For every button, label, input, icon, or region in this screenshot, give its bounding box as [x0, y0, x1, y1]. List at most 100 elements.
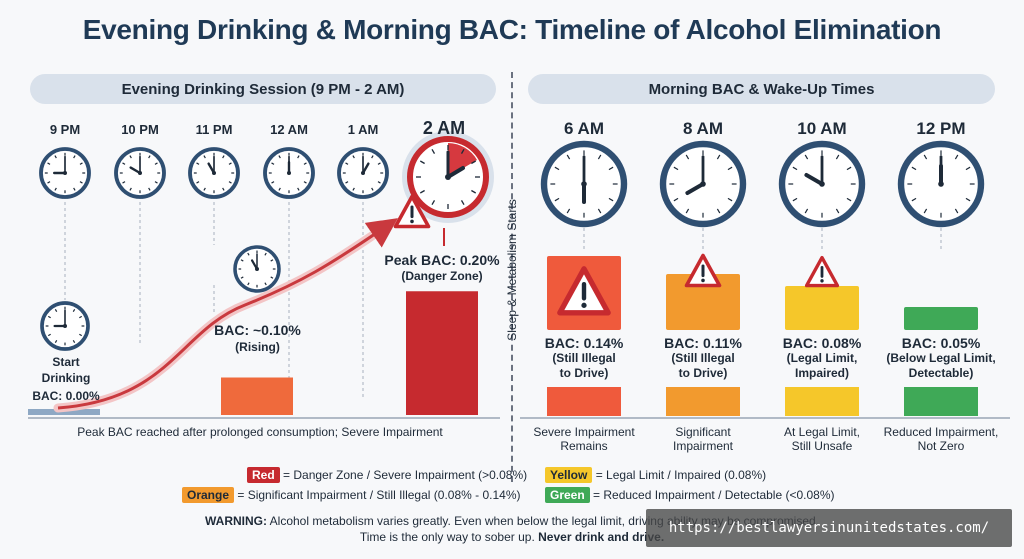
clock-6am-tick [608, 166, 614, 171]
clock-12pm-tick [965, 197, 971, 202]
clock-12pm-tick [923, 208, 928, 214]
clock-10pm-tick [122, 162, 126, 165]
desc2-8am: Impairment [672, 439, 734, 453]
warning-icon-8am-dot [701, 278, 705, 283]
url-watermark: https://bestlawyersinunitedstates.com/ [646, 509, 1012, 547]
clock-rising-tick [240, 276, 244, 279]
bac-note2-12pm: Detectable) [908, 366, 974, 380]
page-title: Evening Drinking & Morning BAC: Timeline… [82, 14, 942, 45]
clock-rising-tick [264, 252, 267, 256]
start-line2: Drinking [41, 371, 91, 385]
clock-10am-tick [792, 197, 798, 202]
evening-session-banner: Evening Drinking Session (9 PM - 2 AM) [30, 74, 496, 104]
clock-9pm-tick [79, 181, 83, 184]
clock-10am-tick [835, 154, 840, 160]
rising-note: (Rising) [235, 340, 280, 354]
clock-rising-tick [264, 282, 267, 286]
clock-12am-tick [278, 187, 281, 191]
clock-1am-tick [371, 155, 374, 159]
clock-10am-pin [819, 181, 825, 187]
clock-12am-pin [287, 171, 291, 175]
peak-bac-label: Peak BAC: 0.20% [384, 252, 500, 268]
legend-chip-red: Red [247, 467, 280, 483]
clock-8am-tick [673, 166, 679, 171]
clock-6am-tick [554, 166, 560, 171]
clock-start-tick [54, 340, 58, 344]
legend-red: Red = Danger Zone / Severe Impairment (>… [247, 467, 527, 483]
clock-12pm-tick [923, 154, 928, 160]
legend-text-orange: = Significant Impairment / Still Illegal… [237, 488, 521, 502]
legend-chip-green: Green [545, 487, 590, 503]
warning-icon-peak-dot [410, 219, 414, 224]
clock-10am-tick [846, 166, 852, 171]
time-label-8am: 8 AM [683, 119, 723, 138]
clock-start-tick [79, 333, 83, 337]
clock-rising-pin [255, 267, 259, 271]
warning-line2-bold: Never drink and drive. [538, 530, 665, 544]
clock-12am-tick [271, 162, 275, 165]
bac-note2-6am: to Drive) [559, 366, 609, 380]
clock-10am-tick [792, 166, 798, 171]
clock-start-tick [72, 340, 76, 344]
clock-1am-tick [345, 181, 349, 184]
clock-1am-tick [371, 187, 374, 191]
desc1-8am: Significant [675, 425, 731, 439]
clock-6am-tick [608, 197, 614, 202]
clock-1am-tick [352, 187, 355, 191]
morning-desc-10am: At Legal Limit, Still Unsafe [758, 425, 886, 453]
morning-bar-bottom [547, 387, 621, 416]
clock-8am-tick [685, 208, 690, 214]
desc1-10am: At Legal Limit, [783, 425, 861, 439]
clock-start-tick [54, 308, 58, 312]
time-label-6am: 6 AM [564, 119, 604, 138]
time-label-1am: 1 AM [347, 122, 379, 137]
morning-desc-8am: Significant Impairment [639, 425, 767, 453]
clock-10am-tick [835, 208, 840, 214]
time-label-2am: 2 AM [422, 118, 466, 138]
evening-baseline-note: Peak BAC reached after prolonged consump… [77, 425, 443, 439]
bac-note1-10am: (Legal Limit, [786, 351, 858, 365]
clock-10pm-tick [129, 155, 132, 159]
sleep-divider-line [511, 72, 513, 482]
clock-1am-tick [377, 162, 381, 165]
clock-9pm-tick [73, 187, 76, 191]
clock-10am-tick [846, 197, 852, 202]
clock-2am-pin [445, 174, 451, 180]
clock-2am-tick [419, 160, 425, 165]
clock-8am-pin [700, 181, 706, 187]
clock-10am-tick [804, 154, 809, 160]
timeline-diagram [28, 131, 1010, 419]
legend-yellow: Yellow = Legal Limit / Impaired (0.08%) [545, 467, 766, 483]
clock-10am-tick [804, 208, 809, 214]
warning-icon-10am-dot [820, 279, 824, 283]
clock-8am-tick [727, 197, 733, 202]
desc2-12pm: Not Zero [917, 439, 965, 453]
time-label-10pm: 10 PM [121, 122, 159, 137]
clock-10pm-tick [148, 187, 151, 191]
clock-11pm-tick [196, 181, 200, 184]
clock-12am-tick [271, 181, 275, 184]
clock-6am-tick [554, 197, 560, 202]
clock-11pm-tick [222, 155, 225, 159]
bac-note1-8am: (Still Illegal [671, 351, 735, 365]
clock-12pm-tick [954, 208, 959, 214]
clock-12pm-tick [954, 154, 959, 160]
clock-12am-tick [278, 155, 281, 159]
warning-icon-6am-dot [581, 302, 587, 308]
clock-start-tick [79, 315, 83, 319]
bac-note1-12pm: (Below Legal Limit, [886, 351, 996, 365]
clock-6am-tick [597, 154, 602, 160]
clock-11pm-pin [212, 171, 216, 175]
desc2-6am: Remains [560, 439, 608, 453]
clock-10pm-tick [129, 187, 132, 191]
clock-12am-tick [303, 162, 307, 165]
clock-2am-wedge [448, 143, 477, 177]
clock-rising-tick [247, 282, 250, 286]
bac-value-12pm: BAC: 0.05% [901, 335, 981, 351]
morning-desc-6am: Severe Impairment Remains [520, 425, 648, 453]
desc1-6am: Severe Impairment [533, 425, 635, 439]
morning-bar-bottom [785, 387, 859, 416]
clock-11pm-tick [228, 181, 232, 184]
peak-note: (Danger Zone) [401, 269, 483, 283]
legend-chip-yellow: Yellow [545, 467, 593, 483]
